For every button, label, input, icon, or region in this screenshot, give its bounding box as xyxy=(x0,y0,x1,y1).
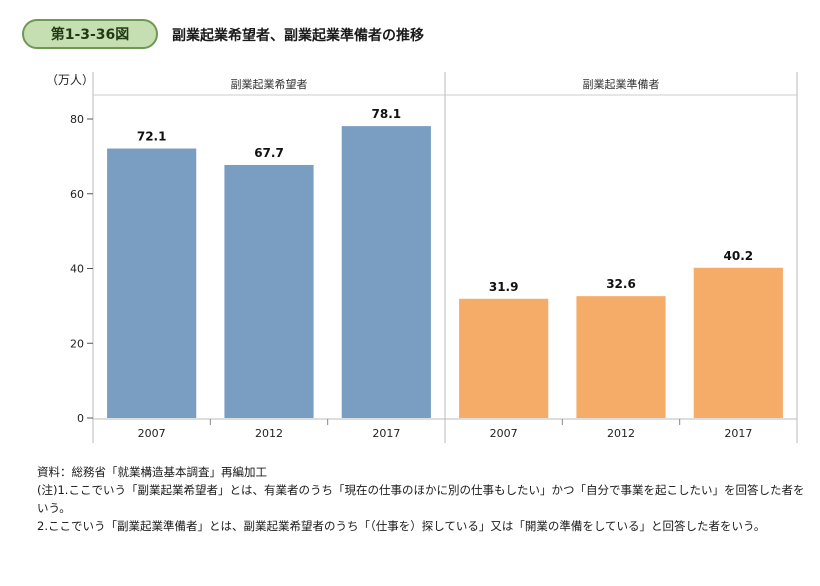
bar-value-label: 32.6 xyxy=(606,277,636,291)
y-tick-label: 20 xyxy=(70,337,84,350)
bar xyxy=(576,296,666,418)
bar xyxy=(693,267,783,418)
bar-value-label: 31.9 xyxy=(489,280,519,294)
y-axis-unit-label: （万人） xyxy=(46,73,94,87)
panel-title: 副業起業準備者 xyxy=(583,77,660,91)
bar xyxy=(341,126,431,418)
x-tick-label: 2007 xyxy=(138,427,166,440)
x-tick-label: 2012 xyxy=(607,427,635,440)
y-tick-label: 0 xyxy=(77,412,84,425)
panel-title: 副業起業希望者 xyxy=(231,77,308,91)
bar-chart: （万人） 0 20 40 60 80 副業起業希望者 72.1 2007 67.7 2012 78.1… xyxy=(46,72,798,443)
bar xyxy=(107,148,197,418)
bar-value-label: 67.7 xyxy=(254,146,284,160)
x-tick-label: 2017 xyxy=(724,427,752,440)
y-tick-label: 60 xyxy=(70,188,84,201)
note-2: 2.ここでいう「副業起業準備者」とは、副業起業希望者のうち「（仕事を）探している… xyxy=(37,519,766,533)
x-tick-label: 2007 xyxy=(490,427,518,440)
figure-number-badge: 第1-3-36図 xyxy=(22,19,158,49)
note-1: (注)1.ここでいう「副業起業希望者」とは、有業者のうち「現在の仕事のほかに別の… xyxy=(37,483,805,515)
bar-value-label: 40.2 xyxy=(724,249,754,263)
y-tick-label: 40 xyxy=(70,263,84,276)
bar xyxy=(459,298,549,418)
source-note: 資料：総務省「就業構造基本調査」再編加工 xyxy=(37,465,267,479)
notes-section: 資料：総務省「就業構造基本調査」再編加工 (注)1.ここでいう「副業起業希望者」… xyxy=(37,463,807,535)
bar xyxy=(224,164,314,418)
y-tick-label: 80 xyxy=(70,113,84,126)
bar-value-label: 78.1 xyxy=(372,107,402,121)
figure-title: 副業起業希望者、副業起業準備者の推移 xyxy=(172,28,424,44)
bar-value-label: 72.1 xyxy=(137,130,167,144)
x-tick-label: 2012 xyxy=(255,427,283,440)
x-tick-label: 2017 xyxy=(372,427,400,440)
